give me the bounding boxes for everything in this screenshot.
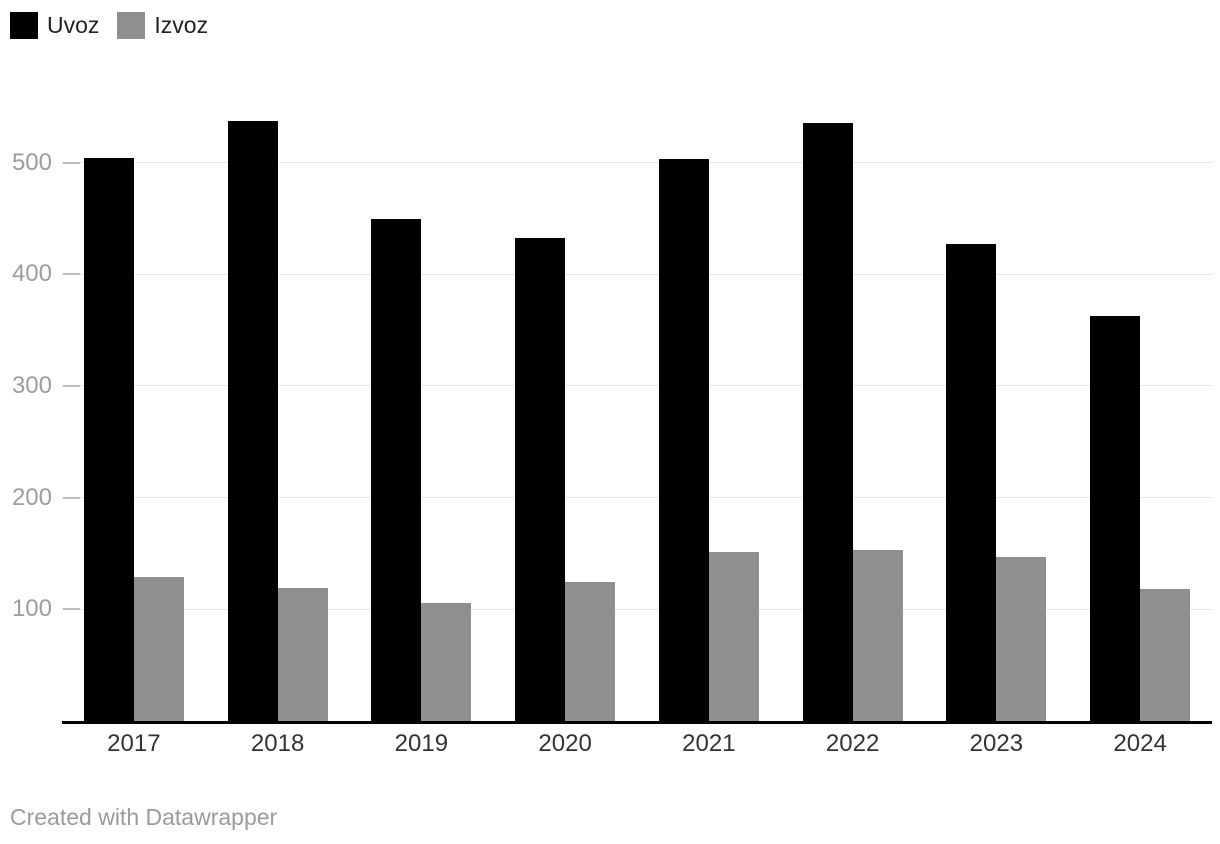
bar-uvoz-2017 [83, 158, 134, 721]
y-axis-label: 200 [11, 483, 52, 511]
y-axis-tick [63, 496, 80, 499]
x-axis-label: 2022 [825, 730, 880, 757]
grid-line [62, 497, 1212, 499]
grid-line [62, 162, 1212, 163]
y-axis-label: 100 [11, 595, 52, 623]
bar-uvoz-2022 [802, 123, 853, 721]
bar-uvoz-2021 [658, 159, 709, 721]
x-axis-label: 2017 [107, 730, 161, 757]
x-axis-label: 2023 [969, 730, 1024, 757]
x-axis-label: 2020 [538, 730, 592, 757]
bar-uvoz-2018 [227, 121, 278, 721]
bar-izvoz-2018 [277, 588, 328, 721]
bar-uvoz-2020 [515, 238, 566, 721]
y-axis-label: 300 [11, 371, 52, 399]
legend-item-izvoz: Izvoz [117, 12, 208, 39]
bar-uvoz-2019 [371, 219, 422, 721]
grid-line [62, 385, 1212, 387]
x-axis-line [62, 721, 1212, 724]
bar-izvoz-2021 [708, 552, 759, 721]
bar-izvoz-2024 [1140, 589, 1191, 721]
x-axis-label: 2019 [394, 730, 449, 757]
bar-uvoz-2023 [946, 244, 997, 721]
x-axis-label: 2021 [682, 730, 736, 757]
grid-line [62, 608, 1212, 610]
x-axis-label: 2024 [1113, 730, 1167, 757]
datawrapper-credit: Created with Datawrapper [10, 804, 278, 830]
bar-izvoz-2020 [565, 582, 616, 721]
legend-swatch-uvoz [10, 12, 38, 39]
y-axis-tick [63, 384, 80, 387]
y-axis-label: 400 [11, 260, 52, 288]
bar-uvoz-2024 [1090, 315, 1141, 721]
legend-item-uvoz: Uvoz [10, 12, 99, 39]
bar-izvoz-2023 [996, 556, 1047, 721]
legend: Uvoz Izvoz [10, 12, 226, 39]
legend-swatch-izvoz [117, 12, 146, 39]
y-axis-label: 500 [11, 148, 52, 176]
x-axis-label: 2018 [250, 730, 305, 757]
legend-label-uvoz: Uvoz [47, 12, 100, 38]
legend-label-izvoz: Izvoz [154, 12, 209, 38]
y-axis-tick [63, 608, 80, 611]
y-axis-tick [63, 273, 80, 276]
bar-izvoz-2019 [421, 602, 472, 721]
bar-izvoz-2022 [852, 550, 903, 721]
y-axis-tick [63, 161, 80, 164]
grid-line [62, 273, 1212, 275]
bar-izvoz-2017 [133, 576, 184, 721]
